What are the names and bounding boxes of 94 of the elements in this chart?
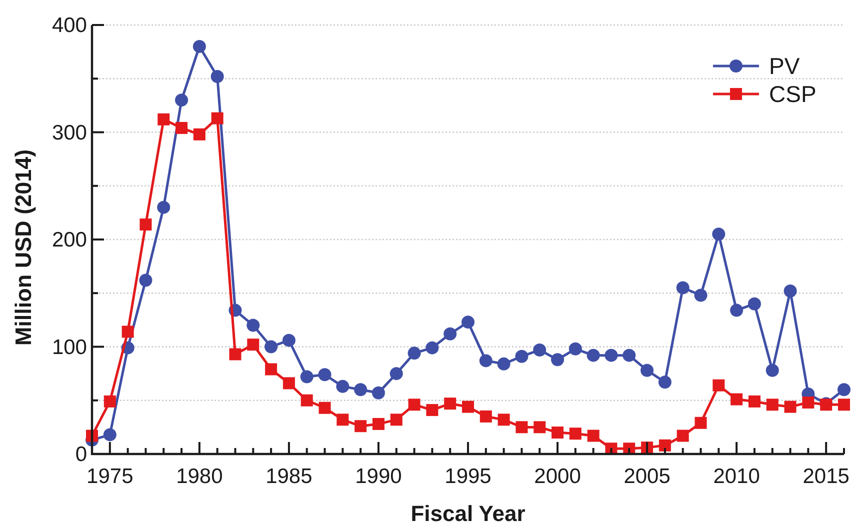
point [802, 396, 814, 409]
point [533, 343, 546, 356]
point [426, 404, 438, 416]
point [157, 200, 170, 214]
point [498, 414, 510, 426]
point [479, 354, 492, 368]
point [604, 348, 618, 362]
point [229, 348, 242, 360]
point [122, 326, 134, 338]
point [140, 218, 152, 230]
point [444, 327, 457, 340]
point [104, 395, 116, 408]
point [390, 414, 402, 426]
point [408, 346, 421, 360]
point [534, 421, 546, 434]
x-tick-label: 1990 [355, 465, 402, 488]
point [354, 383, 368, 396]
point [712, 228, 726, 241]
point [766, 364, 779, 377]
point [694, 416, 707, 429]
point [640, 364, 654, 377]
point [336, 380, 350, 393]
point [497, 357, 510, 370]
point [139, 274, 152, 287]
point [265, 363, 278, 376]
point [372, 418, 384, 430]
y-tick-label: 200 [52, 228, 87, 251]
point [176, 122, 188, 134]
point [210, 70, 224, 83]
point [586, 348, 600, 362]
point [264, 340, 278, 354]
point [676, 430, 689, 442]
y-tick-label: 400 [52, 14, 87, 36]
point [247, 338, 260, 351]
point [730, 304, 744, 317]
point [694, 288, 708, 302]
point [211, 112, 224, 124]
point [318, 368, 332, 382]
point [516, 421, 528, 434]
point [158, 113, 170, 126]
x-tick-label: 1980 [176, 465, 223, 488]
point [193, 128, 206, 140]
y-axis-title: Million USD (2014) [11, 149, 36, 346]
point [480, 410, 492, 422]
point [748, 395, 760, 408]
point [336, 414, 349, 426]
x-tick-label: 1975 [86, 465, 134, 488]
point [462, 400, 474, 413]
point [587, 430, 600, 442]
legend-label: CSP [769, 81, 816, 107]
point [730, 393, 743, 406]
point [568, 342, 582, 356]
x-tick-label: 2000 [534, 465, 581, 488]
y-tick-label: 100 [52, 335, 87, 358]
point [282, 334, 296, 347]
point [676, 281, 690, 294]
legend-label: PV [769, 53, 800, 79]
point [192, 40, 206, 53]
point [426, 341, 439, 354]
x-tick-label: 1985 [266, 465, 312, 488]
point [300, 370, 314, 384]
point [551, 353, 564, 366]
point [712, 379, 725, 392]
point [784, 284, 797, 298]
point [784, 400, 796, 413]
x-tick-label: 1995 [444, 465, 492, 488]
x-axis-title: Fiscal Year [410, 501, 526, 526]
point [552, 426, 564, 439]
point [282, 377, 295, 390]
x-tick-label: 2010 [713, 465, 760, 488]
point [658, 376, 672, 389]
point [408, 398, 420, 411]
point [103, 428, 116, 442]
point [462, 316, 474, 329]
x-tick-label: 2005 [624, 465, 670, 488]
point [372, 386, 385, 400]
point [390, 367, 403, 380]
point [318, 402, 331, 414]
point [515, 350, 528, 363]
y-tick-label: 0 [75, 442, 87, 466]
point [658, 439, 671, 452]
point [175, 94, 188, 107]
point [246, 318, 260, 332]
y-tick-label: 300 [52, 120, 87, 144]
point [622, 348, 636, 362]
point [766, 398, 778, 411]
point [748, 297, 761, 310]
point [838, 383, 850, 396]
point [838, 398, 850, 411]
point [354, 420, 367, 432]
x-tick-label: 2015 [802, 465, 850, 488]
point [569, 428, 582, 440]
point [300, 394, 313, 406]
point [444, 398, 456, 410]
